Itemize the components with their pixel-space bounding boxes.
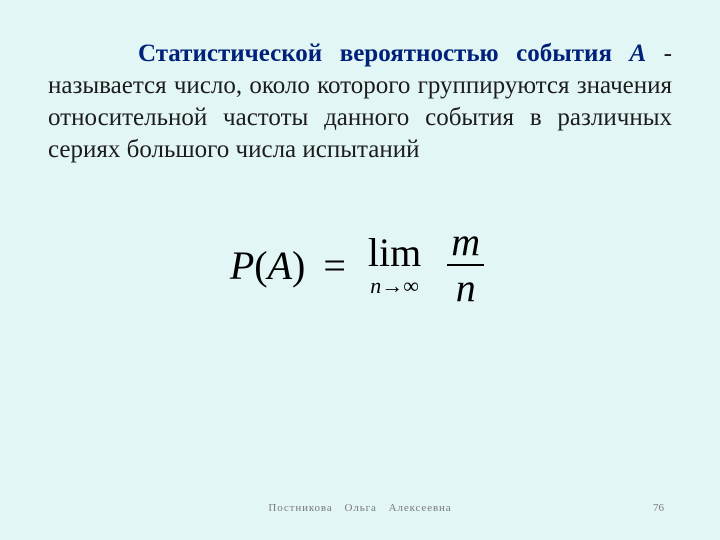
formula-eq: = <box>323 242 346 289</box>
slide: Статистической вероятностью события А - … <box>0 0 720 540</box>
event-symbol: А <box>629 40 646 67</box>
term-lead-text: Статистической вероятностью события <box>138 40 629 67</box>
lim-sub-var: n <box>370 273 381 298</box>
lhs-close: ) <box>292 243 305 288</box>
lim-sub-arrow: → <box>381 273 403 298</box>
lim-sub-inf: ∞ <box>403 273 419 298</box>
term-lead: Статистической вероятностью события А <box>138 40 646 67</box>
lhs-open: ( <box>254 243 267 288</box>
lhs-p: P <box>230 243 254 288</box>
formula-lhs: P(A) <box>230 242 306 289</box>
lim-word: lim <box>368 233 421 273</box>
footer-author: Постникова Ольга Алексеевна <box>0 502 720 514</box>
fraction-denominator: n <box>447 266 484 308</box>
lhs-arg: A <box>268 243 292 288</box>
lim-subscript: n→∞ <box>368 275 421 297</box>
fraction-numerator: m <box>447 222 484 266</box>
formula-fraction: m n <box>441 222 490 308</box>
formula-lim: lim n→∞ <box>368 233 421 297</box>
definition-paragraph: Статистической вероятностью события А - … <box>48 38 672 166</box>
formula: P(A) = lim n→∞ m n <box>230 222 490 308</box>
page-number: 76 <box>653 502 664 514</box>
formula-container: P(A) = lim n→∞ m n <box>48 222 672 308</box>
